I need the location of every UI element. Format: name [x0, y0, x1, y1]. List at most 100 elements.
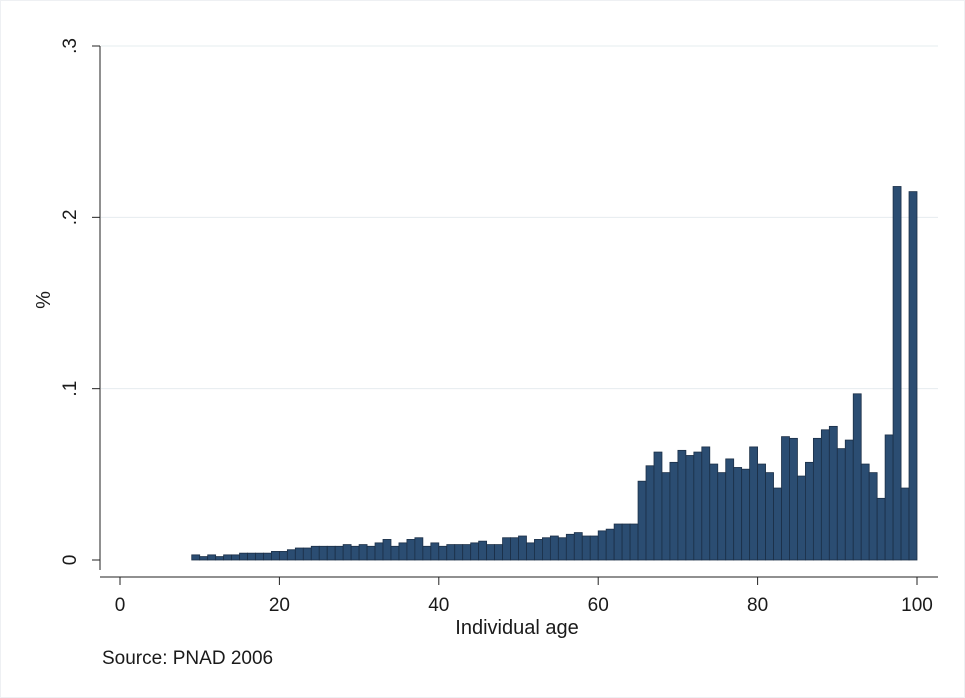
bar-age-34 [382, 539, 392, 561]
y-tick-label-0: 0 [60, 555, 81, 566]
bar-age-66 [637, 480, 647, 561]
bar-age-88 [812, 437, 822, 561]
bar-age-25 [310, 545, 320, 561]
x-tick-label-4: 80 [747, 595, 768, 616]
bar-age-65 [629, 523, 639, 561]
gridlines [101, 45, 938, 390]
bar-age-39 [422, 545, 432, 561]
bar-age-45 [470, 542, 480, 561]
bar-age-51 [518, 535, 527, 561]
bar-age-11 [199, 556, 209, 561]
source-note: Source: PNAD 2006 [102, 648, 274, 669]
bar-age-71 [677, 449, 687, 561]
bar-age-92 [844, 439, 854, 561]
bar-age-27 [326, 545, 336, 561]
x-tick-label-1: 20 [269, 595, 290, 616]
bar-age-50 [510, 537, 519, 561]
bar-age-90 [828, 425, 838, 561]
bar-age-28 [334, 545, 344, 561]
bar-age-61 [597, 530, 607, 561]
bar-age-40 [430, 542, 440, 561]
y-tick-label-1: .1 [60, 381, 81, 397]
bar-age-76 [717, 472, 727, 561]
bar-age-86 [797, 475, 806, 561]
bar-age-77 [725, 458, 735, 561]
bar-age-56 [557, 537, 567, 561]
y-axis-title: % [33, 291, 55, 309]
bars [191, 186, 918, 561]
bar-age-62 [605, 528, 615, 561]
bar-age-13 [215, 556, 225, 561]
bar-age-67 [645, 465, 655, 561]
x-tick-label-0: 0 [115, 595, 126, 616]
bar-age-18 [255, 552, 264, 561]
bar-age-87 [805, 461, 814, 561]
bar-age-42 [446, 544, 456, 561]
bar-age-58 [573, 532, 583, 561]
bar-age-38 [414, 537, 424, 561]
bar-age-36 [398, 542, 408, 561]
x-tick-label-3: 60 [588, 595, 609, 616]
bar-age-12 [207, 554, 217, 561]
bar-age-93 [852, 393, 862, 561]
bar-age-30 [350, 545, 360, 561]
bar-age-43 [454, 544, 464, 561]
bar-age-64 [621, 523, 631, 561]
bar-age-68 [653, 451, 663, 561]
bar-age-57 [565, 533, 575, 561]
bar-age-60 [589, 535, 599, 561]
bar-age-31 [358, 544, 368, 561]
bar-age-84 [781, 436, 790, 561]
x-ticks: 0 20 40 60 80 100 [115, 577, 933, 616]
bar-age-10 [191, 554, 201, 561]
bar-age-97 [884, 434, 894, 561]
bar-age-91 [836, 448, 846, 561]
bar-age-82 [765, 472, 774, 561]
bar-age-94 [860, 463, 870, 561]
bar-age-99 [900, 487, 910, 561]
bar-age-23 [294, 547, 304, 561]
bar-age-15 [231, 554, 240, 561]
bar-age-37 [406, 539, 416, 561]
bar-age-73 [693, 451, 703, 561]
bar-age-20 [271, 551, 280, 561]
bar-age-46 [478, 540, 488, 561]
bar-age-29 [342, 544, 352, 561]
x-tick-label-5: 100 [901, 595, 933, 616]
bar-age-35 [390, 545, 400, 561]
bar-age-26 [318, 545, 328, 561]
bar-age-24 [302, 547, 312, 561]
bar-age-22 [286, 549, 296, 561]
bar-age-33 [374, 542, 384, 561]
bar-age-32 [366, 545, 376, 561]
bar-age-100 [908, 191, 918, 561]
y-tick-label-3: .3 [60, 38, 81, 54]
bar-age-80 [749, 446, 759, 561]
bar-age-95 [868, 472, 878, 561]
bar-age-54 [542, 537, 551, 561]
bar-age-83 [773, 487, 782, 561]
bar-age-55 [549, 535, 559, 561]
bar-age-74 [701, 446, 711, 561]
bar-age-53 [534, 539, 543, 561]
bar-age-14 [223, 554, 232, 561]
bar-age-16 [239, 552, 248, 561]
bar-age-98 [892, 186, 902, 561]
bar-age-19 [263, 552, 272, 561]
y-ticks: 0 .1 .2 .3 [60, 38, 100, 565]
bar-age-78 [733, 467, 743, 561]
bar-age-81 [757, 463, 766, 561]
bar-age-70 [669, 461, 679, 561]
bar-age-17 [247, 552, 256, 561]
bar-age-85 [789, 437, 798, 561]
bar-age-72 [685, 455, 695, 561]
bar-age-44 [462, 544, 472, 561]
bar-age-49 [502, 537, 511, 561]
bar-age-75 [709, 463, 719, 561]
bar-age-89 [820, 429, 830, 561]
bar-age-52 [526, 542, 535, 561]
x-tick-label-2: 40 [428, 595, 449, 616]
bar-age-79 [741, 468, 751, 561]
bar-age-69 [661, 472, 671, 561]
